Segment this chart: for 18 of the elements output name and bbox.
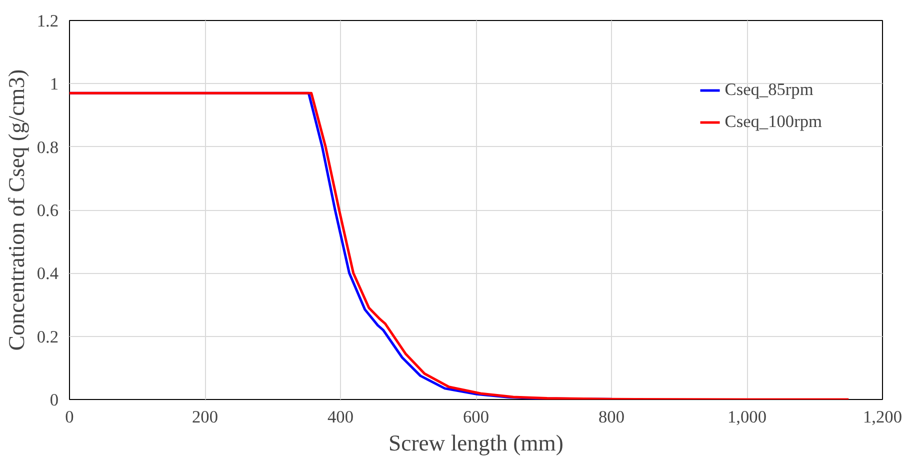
y-tick-label: 0.6 xyxy=(36,201,59,220)
x-tick-label: 0 xyxy=(65,408,74,426)
y-tick-label: 0.2 xyxy=(36,327,59,346)
y-tick-label: 1.2 xyxy=(36,12,59,30)
x-tick-label: 600 xyxy=(463,408,490,426)
x-axis-title: Screw length (mm) xyxy=(388,430,564,456)
x-tick-label: 1,000 xyxy=(728,408,767,426)
y-tick-label: 0.4 xyxy=(36,264,59,284)
y-axis-title: Concentration of Cseq (g/cm3) xyxy=(4,69,29,351)
y-tick-label: 1 xyxy=(50,74,59,94)
legend-label: Cseq_100rpm xyxy=(724,112,822,132)
x-tick-label: 200 xyxy=(192,408,218,426)
legend-label: Cseq_85rpm xyxy=(724,80,814,100)
x-tick-label: 1,200 xyxy=(863,408,902,426)
y-tick-label: 0.8 xyxy=(36,138,59,157)
x-tick-label: 400 xyxy=(328,408,354,426)
x-tick-label: 800 xyxy=(598,408,625,426)
y-tick-label: 0 xyxy=(50,390,59,410)
